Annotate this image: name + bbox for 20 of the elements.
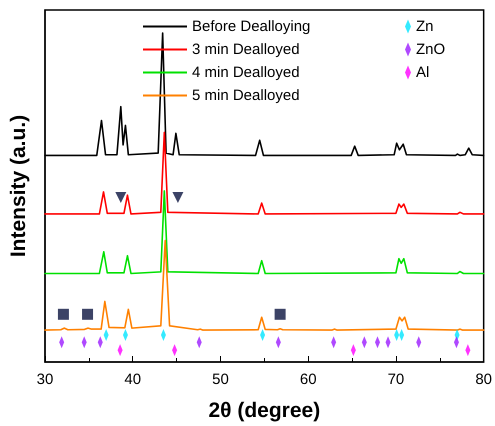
x-axis-title: 2θ (degree)	[208, 399, 320, 422]
point	[82, 308, 94, 320]
legend-label: 5 min Dealloyed	[192, 87, 300, 104]
legend-label: ZnO	[416, 41, 446, 58]
point	[172, 192, 184, 204]
legend-label: Before Dealloying	[192, 18, 310, 35]
x-tick-label: 80	[475, 371, 492, 388]
legend-label: Al	[416, 64, 430, 81]
y-axis-title: Intensity (a.u.)	[7, 114, 30, 258]
legend-label: 4 min Dealloyed	[192, 64, 300, 81]
x-tick-label: 60	[300, 371, 317, 388]
x-tick-label: 40	[124, 371, 142, 388]
legend-label: Zn	[416, 18, 434, 35]
point	[58, 308, 69, 320]
point	[274, 308, 286, 320]
legend-label: 3 min Dealloyed	[192, 41, 300, 58]
x-tick-label: 30	[36, 371, 54, 388]
x-tick-label: 70	[388, 371, 404, 388]
x-tick-label: 50	[212, 371, 229, 388]
point	[115, 192, 126, 204]
